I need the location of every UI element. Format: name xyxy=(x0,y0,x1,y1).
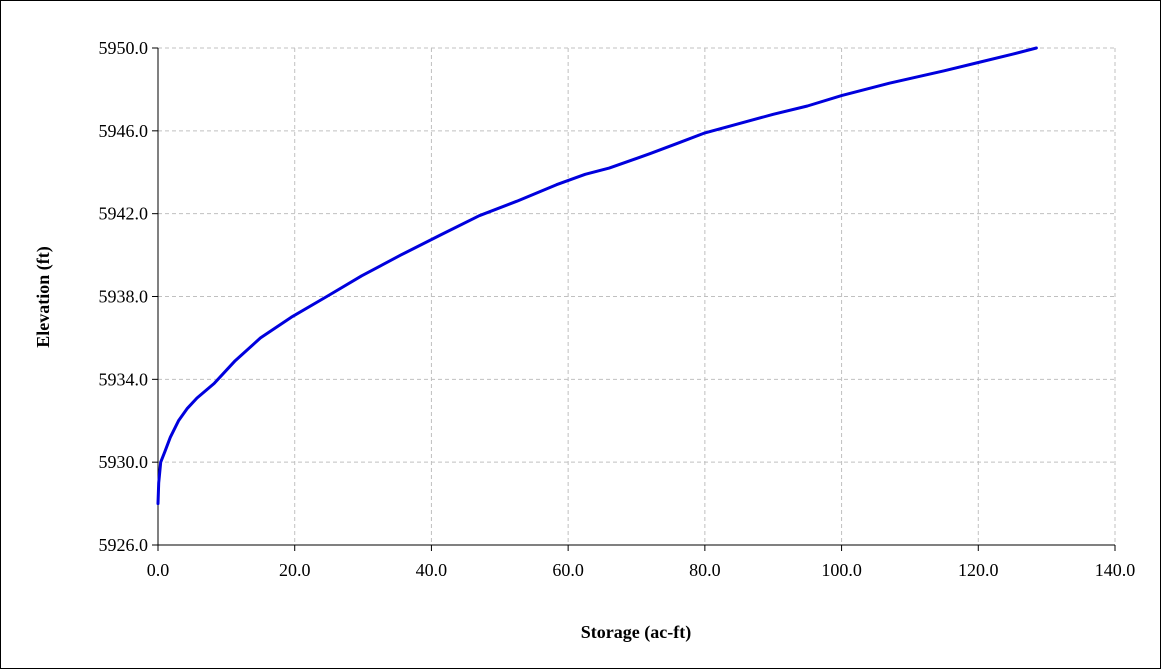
y-tick-label: 5946.0 xyxy=(99,121,149,141)
y-axis-title: Elevation (ft) xyxy=(33,246,54,347)
gridlines xyxy=(158,47,1116,545)
y-tick-label: 5942.0 xyxy=(99,204,149,224)
y-tick-label: 5930.0 xyxy=(99,452,149,472)
axes xyxy=(152,47,1116,551)
x-tick-label: 0.0 xyxy=(147,560,170,580)
x-tick-label: 100.0 xyxy=(821,560,862,580)
x-tick-label: 120.0 xyxy=(958,560,999,580)
x-tick-label: 60.0 xyxy=(552,560,584,580)
x-tick-label: 20.0 xyxy=(279,560,311,580)
series-layer xyxy=(156,46,1038,506)
y-tick-label: 5938.0 xyxy=(99,287,149,307)
y-tick-label: 5950.0 xyxy=(99,38,149,58)
tick-labels: 0.0 20.0 40.0 60.0 80.0 100.0 120.0 140.0 5926.0… xyxy=(99,38,1136,580)
x-tick-label: 80.0 xyxy=(689,560,721,580)
y-tick-label: 5934.0 xyxy=(99,369,149,389)
series-line xyxy=(156,46,1038,506)
y-tick-label: 5926.0 xyxy=(99,535,149,555)
x-tick-label: 40.0 xyxy=(416,560,448,580)
x-axis-title: Storage (ac-ft) xyxy=(581,622,691,643)
x-tick-label: 140.0 xyxy=(1095,560,1136,580)
